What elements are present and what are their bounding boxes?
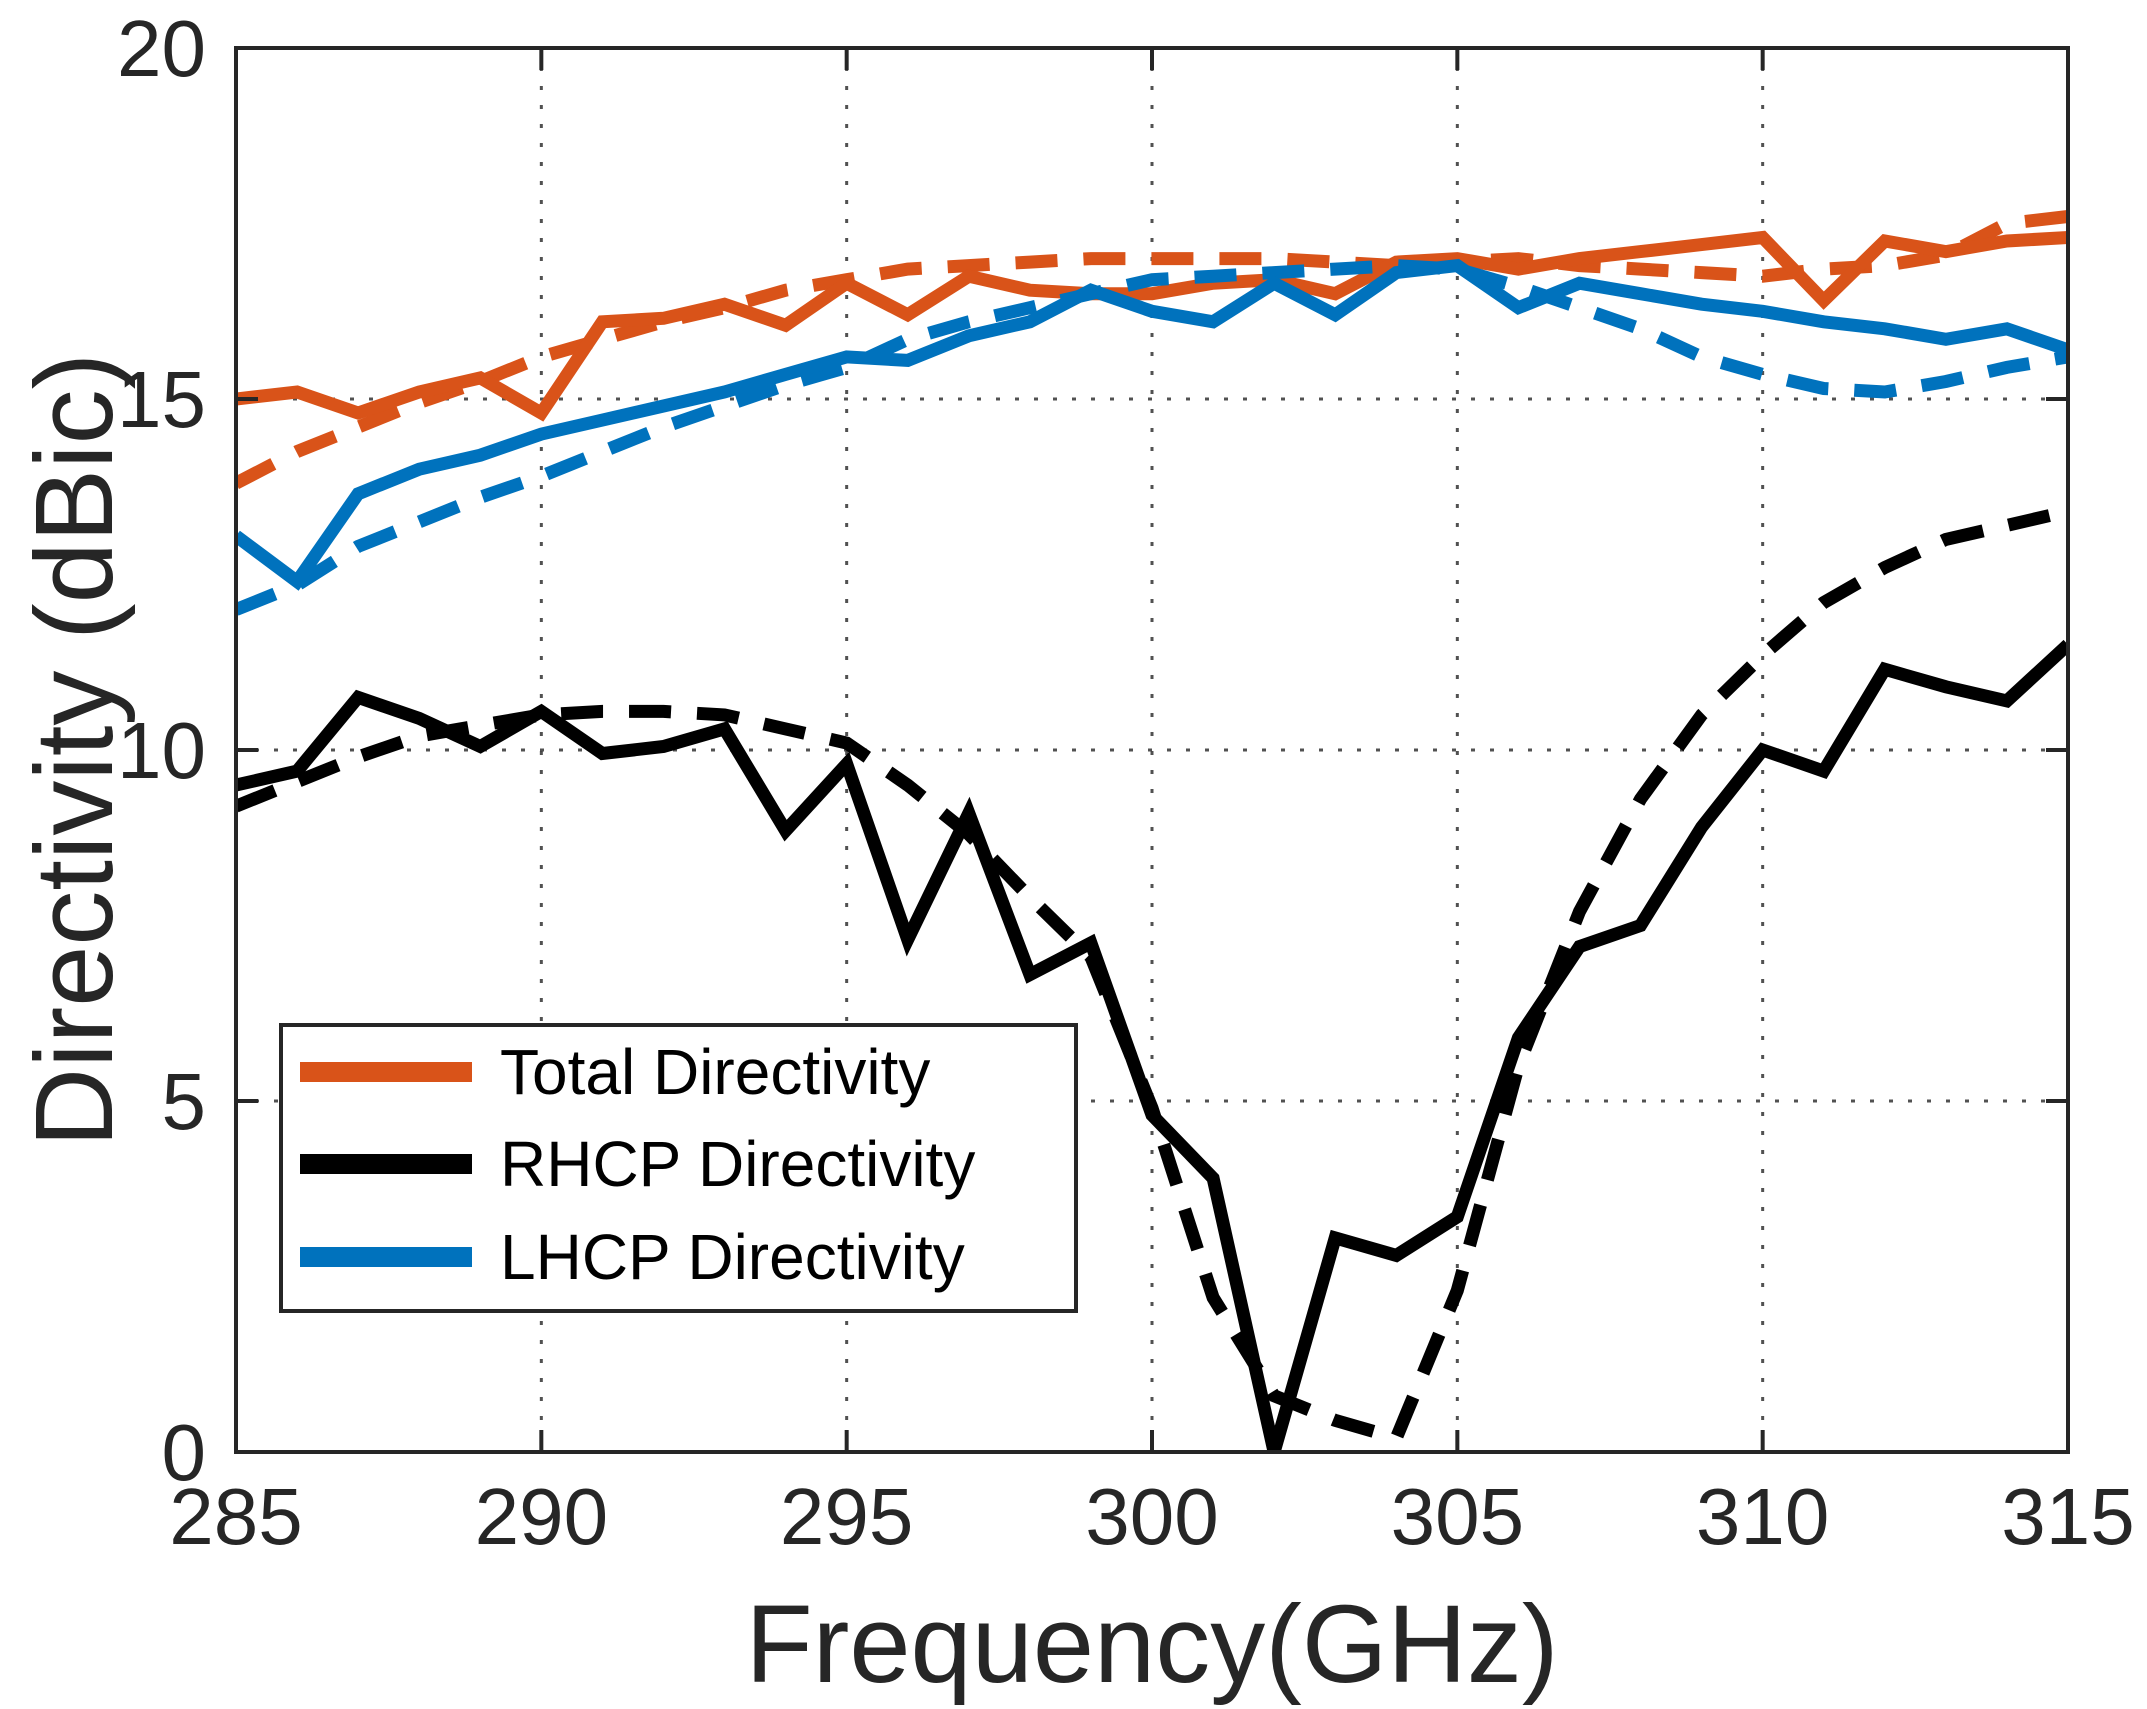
y-tick-label-10: 10 [117, 706, 206, 795]
x-tick-label-315: 315 [2001, 1472, 2134, 1561]
y-tick-label-20: 20 [117, 4, 206, 93]
x-tick-label-295: 295 [780, 1472, 913, 1561]
y-tick-label-15: 15 [117, 355, 206, 444]
series-dashed-0 [236, 210, 2068, 489]
legend-label-total-directivity: Total Directivity [500, 1036, 930, 1108]
series-solid-1 [236, 230, 2068, 422]
axis-tick-labels: 285 290 295 300 305 310 315 0 5 10 15 20 [117, 4, 2135, 1561]
legend-label-lhcp-directivity: LHCP Directivity [500, 1221, 965, 1293]
legend-item-total-directivity: Total Directivity [300, 1036, 930, 1108]
data-series [236, 210, 2068, 1452]
x-tick-label-285: 285 [169, 1472, 302, 1561]
x-tick-label-310: 310 [1696, 1472, 1829, 1561]
series-dashed-2 [236, 259, 2068, 616]
legend-item-rhcp-directivity: RHCP Directivity [300, 1128, 975, 1200]
legend-label-rhcp-directivity: RHCP Directivity [500, 1128, 975, 1200]
y-axis-label: Directivity (dBic) [13, 353, 136, 1148]
series-dashed-5 [236, 504, 2068, 1446]
series-solid-3 [236, 258, 2068, 591]
y-tick-label-5: 5 [162, 1057, 207, 1146]
x-axis-label: Frequency(GHz) [746, 1583, 1559, 1706]
x-tick-label-300: 300 [1085, 1472, 1218, 1561]
legend: Total Directivity RHCP Directivity LHCP Di… [279, 1023, 1078, 1313]
legend-item-lhcp-directivity: LHCP Directivity [300, 1221, 965, 1293]
x-tick-label-290: 290 [475, 1472, 608, 1561]
y-tick-label-0: 0 [162, 1408, 207, 1497]
axis-ticks [234, 46, 2070, 1454]
x-tick-label-305: 305 [1391, 1472, 1524, 1561]
